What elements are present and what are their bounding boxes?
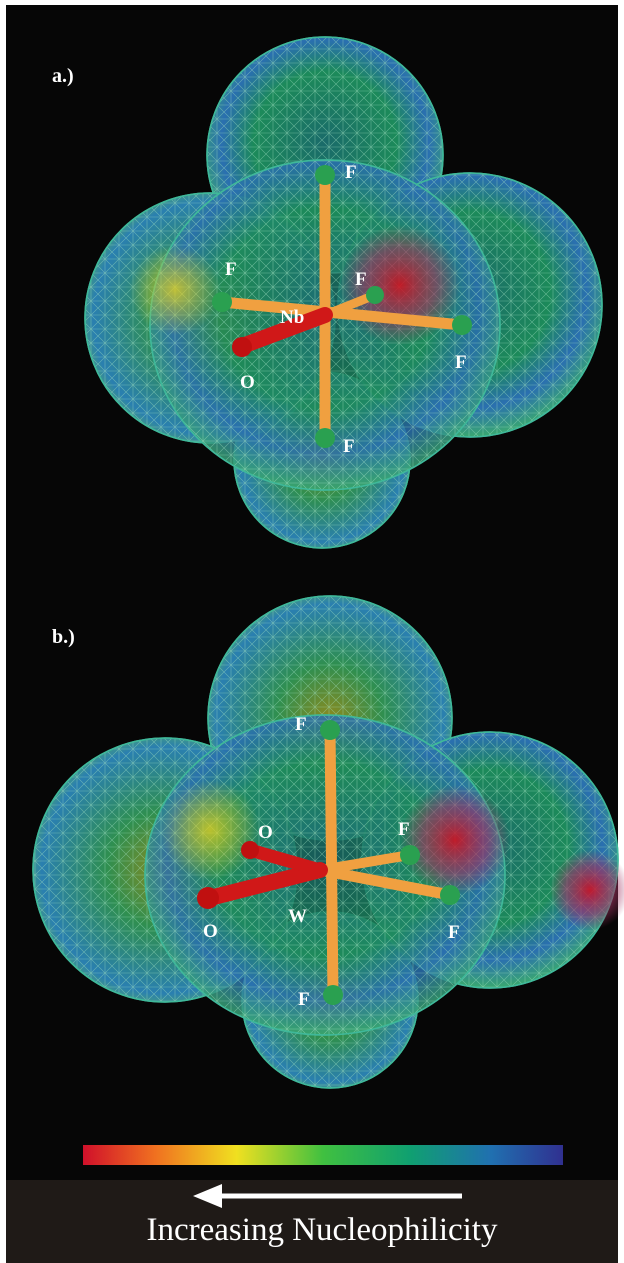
atom-label: Nb xyxy=(280,307,304,328)
atom-label: F xyxy=(298,989,310,1010)
atom-label: F xyxy=(355,269,367,290)
atom-label: F xyxy=(455,352,467,373)
atom-label: O xyxy=(240,372,255,393)
atom-label: O xyxy=(258,822,273,843)
atom-label: F xyxy=(345,162,357,183)
atom-label: F xyxy=(448,922,460,943)
color-bar xyxy=(83,1145,563,1165)
atom-label: F xyxy=(398,819,410,840)
figure: a.) F F Nb F F O F b.) F O F O W F F Inc… xyxy=(0,0,624,1263)
atom-label: O xyxy=(203,921,218,942)
atom-label: F xyxy=(343,436,355,457)
atom-label: W xyxy=(288,906,307,927)
panel-label: b.) xyxy=(52,626,75,648)
atom-label: F xyxy=(225,259,237,280)
caption: Increasing Nucleophilicity xyxy=(147,1212,498,1248)
panel-label: a.) xyxy=(52,65,74,87)
atom-label: F xyxy=(295,714,307,735)
